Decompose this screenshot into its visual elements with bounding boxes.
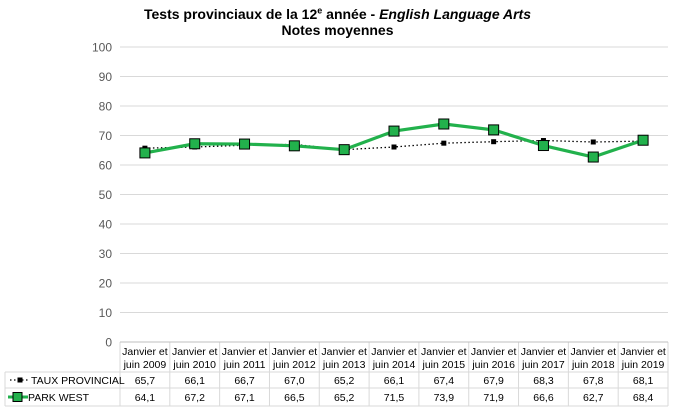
data-label: 66,7 xyxy=(234,375,255,387)
data-point xyxy=(637,134,649,146)
x-category-label: Janvier et xyxy=(521,346,567,358)
y-tick-label: 20 xyxy=(99,277,113,291)
x-category-label: juin 2016 xyxy=(471,359,515,371)
data-label: 68,1 xyxy=(633,375,654,387)
y-tick-label: 50 xyxy=(99,188,113,202)
data-label: 66,6 xyxy=(533,392,554,404)
data-point xyxy=(189,138,201,150)
x-category-label: juin 2009 xyxy=(123,359,167,371)
data-point xyxy=(491,139,497,145)
data-point xyxy=(488,124,500,136)
data-label: 67,8 xyxy=(583,375,604,387)
data-label: 66,1 xyxy=(185,375,206,387)
data-label: 68,3 xyxy=(533,375,554,387)
x-category-label: juin 2010 xyxy=(172,359,216,371)
x-category-label: juin 2019 xyxy=(621,359,665,371)
data-point xyxy=(587,151,599,163)
data-label: 65,2 xyxy=(334,392,355,404)
x-category-label: juin 2011 xyxy=(223,359,266,371)
data-label: 67,9 xyxy=(483,375,504,387)
y-tick-label: 40 xyxy=(99,218,113,232)
data-point xyxy=(441,140,447,146)
data-point xyxy=(338,144,350,156)
data-label: 66,5 xyxy=(284,392,305,404)
legend-label: TAUX PROVINCIAL xyxy=(31,375,125,387)
chart-subtitle: Notes moyennes xyxy=(281,22,394,38)
data-label: 65,7 xyxy=(135,375,156,387)
y-tick-label: 10 xyxy=(99,306,113,320)
y-tick-label: 60 xyxy=(99,159,113,173)
data-label: 73,9 xyxy=(434,392,455,404)
x-category-label: Janvier et xyxy=(272,346,318,358)
chart-title: Tests provinciaux de la 12e année - Engl… xyxy=(143,5,532,22)
legend-marker xyxy=(17,377,23,383)
data-point xyxy=(139,147,151,159)
x-category-label: Janvier et xyxy=(122,346,168,358)
y-tick-label: 70 xyxy=(99,129,113,143)
data-label: 71,9 xyxy=(483,392,504,404)
legend-label: PARK WEST xyxy=(28,392,90,404)
data-label: 67,2 xyxy=(185,392,206,404)
data-label: 66,1 xyxy=(384,375,405,387)
data-point xyxy=(537,140,549,152)
data-point xyxy=(438,118,450,130)
data-label: 71,5 xyxy=(384,392,405,404)
data-label: 67,1 xyxy=(234,392,255,404)
x-category-label: Janvier et xyxy=(172,346,218,358)
x-category-label: Janvier et xyxy=(371,346,417,358)
y-tick-label: 90 xyxy=(99,70,113,84)
x-category-label: Janvier et xyxy=(421,346,467,358)
data-label: 67,4 xyxy=(434,375,455,387)
data-label: 65,2 xyxy=(334,375,355,387)
data-point xyxy=(391,144,397,150)
y-tick-label: 30 xyxy=(99,247,113,261)
y-tick-label: 100 xyxy=(92,41,112,55)
data-label: 64,1 xyxy=(135,392,156,404)
x-category-label: Janvier et xyxy=(222,346,268,358)
x-category-label: juin 2013 xyxy=(322,359,366,371)
x-category-label: juin 2015 xyxy=(422,359,466,371)
data-label: 67,0 xyxy=(284,375,305,387)
x-category-label: juin 2017 xyxy=(521,359,565,371)
data-point xyxy=(288,140,300,152)
data-point xyxy=(590,139,596,145)
y-tick-label: 0 xyxy=(105,336,112,350)
data-label: 62,7 xyxy=(583,392,604,404)
legend-marker xyxy=(12,392,23,402)
data-point xyxy=(388,125,400,137)
x-category-label: Janvier et xyxy=(321,346,367,358)
x-category-label: Janvier et xyxy=(620,346,666,358)
y-tick-label: 80 xyxy=(99,100,113,114)
data-label: 68,4 xyxy=(633,392,654,404)
x-category-label: juin 2014 xyxy=(372,359,416,371)
x-category-label: Janvier et xyxy=(471,346,517,358)
x-category-label: juin 2018 xyxy=(571,359,615,371)
x-category-label: juin 2012 xyxy=(272,359,316,371)
data-point xyxy=(239,138,251,150)
x-category-label: Janvier et xyxy=(571,346,617,358)
